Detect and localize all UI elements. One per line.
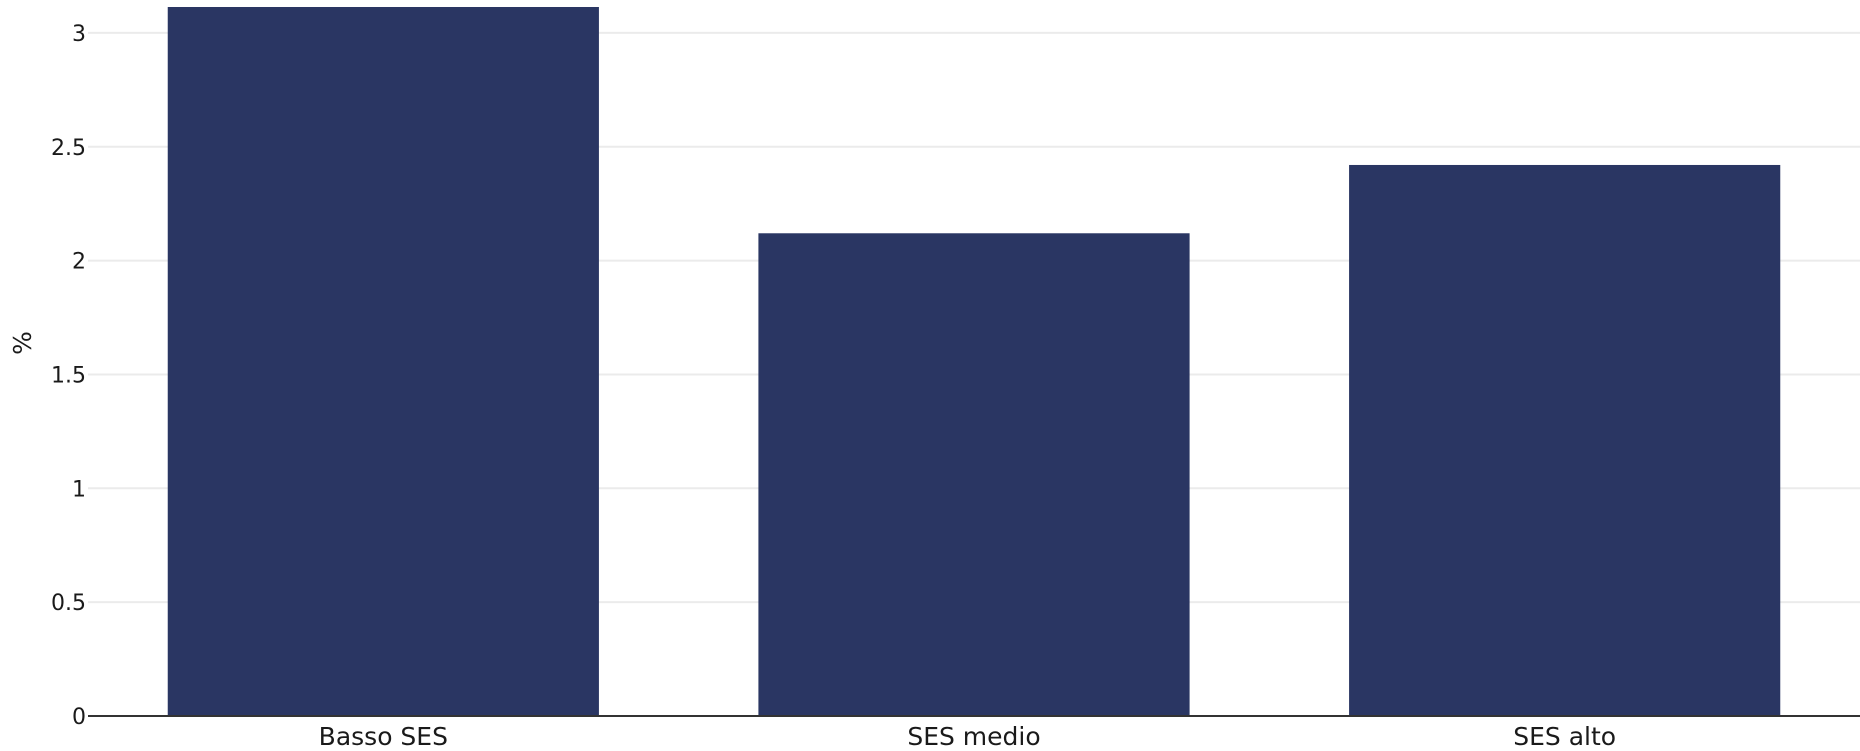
y-tick-label: 2.5: [51, 136, 86, 161]
bar: [1349, 164, 1781, 716]
y-tick-label: 1.5: [51, 363, 86, 388]
y-tick-label: 0.5: [51, 591, 86, 616]
y-tick-label: 1: [72, 477, 86, 502]
x-tick-label: Basso SES: [319, 722, 448, 751]
y-tick-label: 2: [72, 250, 86, 275]
x-tick-labels: Basso SES SES medio SES alto: [319, 722, 1616, 751]
y-tick-label: 3: [72, 22, 86, 47]
y-axis-title: %: [8, 331, 37, 355]
y-tick-label: 0: [72, 705, 86, 730]
bars: [167, 7, 1781, 716]
x-tick-label: SES medio: [907, 722, 1040, 751]
bar: [758, 233, 1190, 716]
x-tick-label: SES alto: [1513, 722, 1616, 751]
bar: [167, 7, 599, 716]
y-tick-labels: 0 0.5 1 1.5 2 2.5 3: [51, 22, 86, 730]
